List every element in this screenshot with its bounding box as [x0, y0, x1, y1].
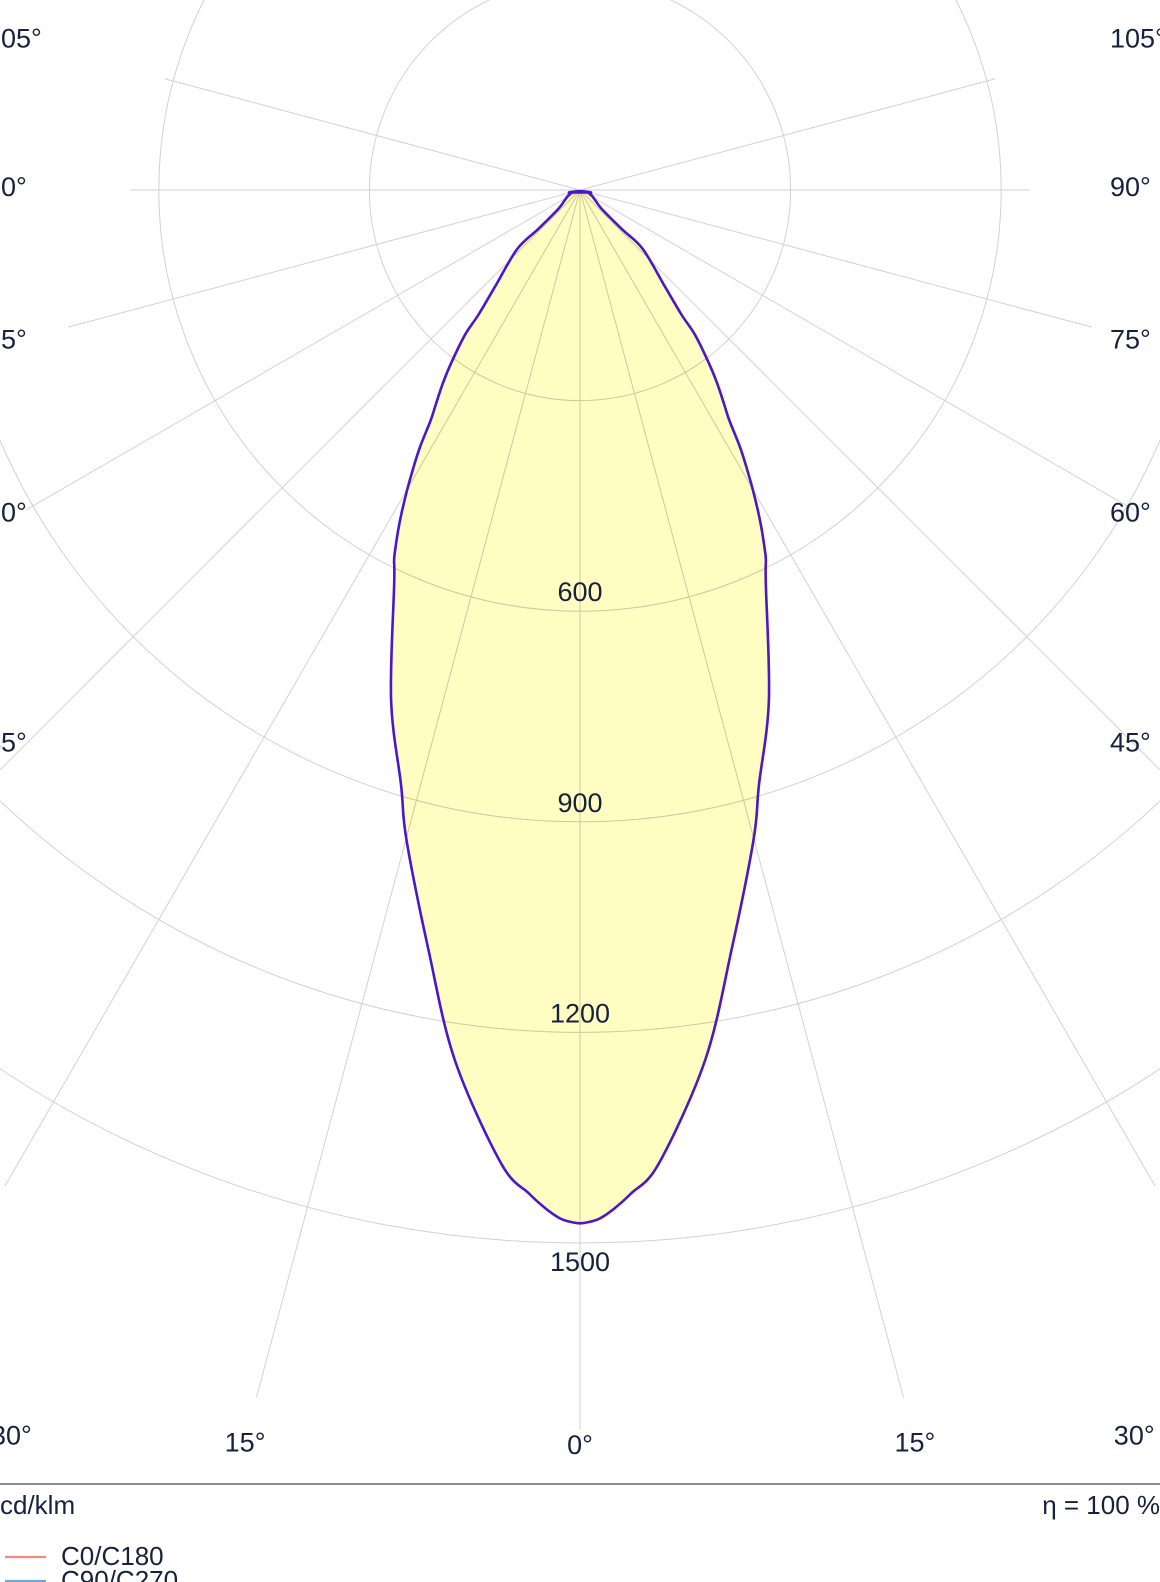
- svg-text:60°: 60°: [1110, 497, 1151, 527]
- svg-text:η = 100 %: η = 100 %: [1042, 1490, 1160, 1520]
- svg-text:cd/klm: cd/klm: [0, 1490, 75, 1520]
- svg-text:90°: 90°: [0, 172, 27, 202]
- svg-text:0°: 0°: [567, 1430, 593, 1460]
- svg-text:45°: 45°: [1110, 728, 1151, 758]
- svg-text:45°: 45°: [0, 728, 27, 758]
- svg-text:30°: 30°: [0, 1421, 32, 1451]
- svg-text:1500: 1500: [550, 1247, 610, 1277]
- svg-text:30°: 30°: [1114, 1421, 1155, 1451]
- svg-text:75°: 75°: [1110, 325, 1151, 355]
- svg-text:105°: 105°: [1110, 24, 1160, 54]
- svg-text:15°: 15°: [895, 1428, 936, 1458]
- svg-text:600: 600: [557, 577, 602, 607]
- svg-text:105°: 105°: [0, 24, 42, 54]
- svg-text:1200: 1200: [550, 998, 610, 1028]
- svg-text:90°: 90°: [1110, 172, 1151, 202]
- svg-text:900: 900: [557, 788, 602, 818]
- svg-text:60°: 60°: [0, 497, 27, 527]
- svg-text:75°: 75°: [0, 325, 27, 355]
- svg-text:15°: 15°: [225, 1428, 266, 1458]
- svg-text:C90/C270: C90/C270: [61, 1565, 178, 1582]
